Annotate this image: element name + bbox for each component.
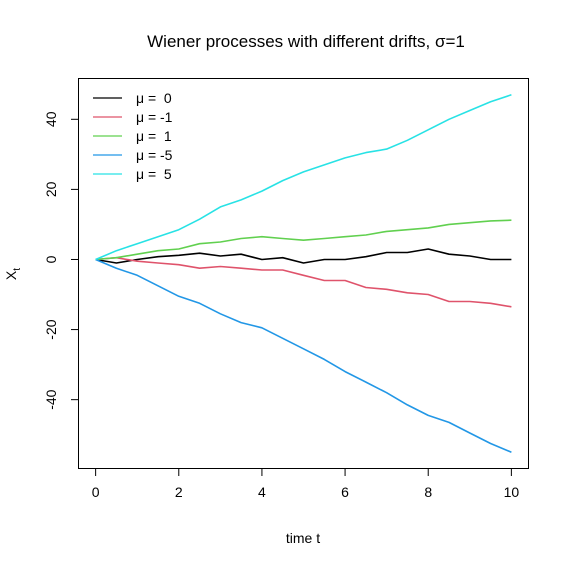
y-tick-label-3: 20 [43, 181, 59, 197]
series-line-2 [95, 219, 512, 261]
series-line-4 [95, 94, 512, 261]
x-tick-label-2: 4 [258, 484, 266, 500]
x-tick-label-0: 0 [92, 484, 100, 500]
x-tick-label-1: 2 [175, 484, 183, 500]
y-axis: -40 -20 0 20 40 [43, 111, 79, 410]
y-tick-label-2: 0 [43, 255, 59, 263]
y-tick-label-1: -20 [43, 319, 59, 339]
x-tick-label-4: 8 [424, 484, 432, 500]
series-layer [95, 94, 512, 453]
y-axis-label: Xt [3, 268, 23, 280]
x-axis-label: time t [286, 530, 320, 546]
legend-label-3: μ = -5 [136, 147, 173, 163]
x-tick-label-5: 10 [504, 484, 520, 500]
series-line-0 [95, 248, 512, 264]
y-tick-label-4: 40 [43, 111, 59, 127]
y-axis-label-sub: t [12, 268, 23, 271]
x-axis: 0 2 4 6 8 10 [92, 468, 520, 500]
svg-text:Xt: Xt [3, 268, 23, 280]
legend-label-2: μ = 1 [136, 128, 172, 144]
legend: μ = 0 μ = -1 μ = 1 μ = -5 μ = 5 [93, 90, 173, 182]
series-line-3 [95, 258, 512, 453]
legend-label-1: μ = -1 [136, 109, 173, 125]
legend-label-4: μ = 5 [136, 166, 172, 182]
y-axis-label-main: X [3, 270, 19, 280]
x-tick-label-3: 6 [341, 484, 349, 500]
chart-title: Wiener processes with different drifts, … [147, 32, 465, 51]
series-line-1 [95, 256, 512, 308]
legend-label-0: μ = 0 [136, 90, 172, 106]
y-tick-label-0: -40 [43, 389, 59, 409]
